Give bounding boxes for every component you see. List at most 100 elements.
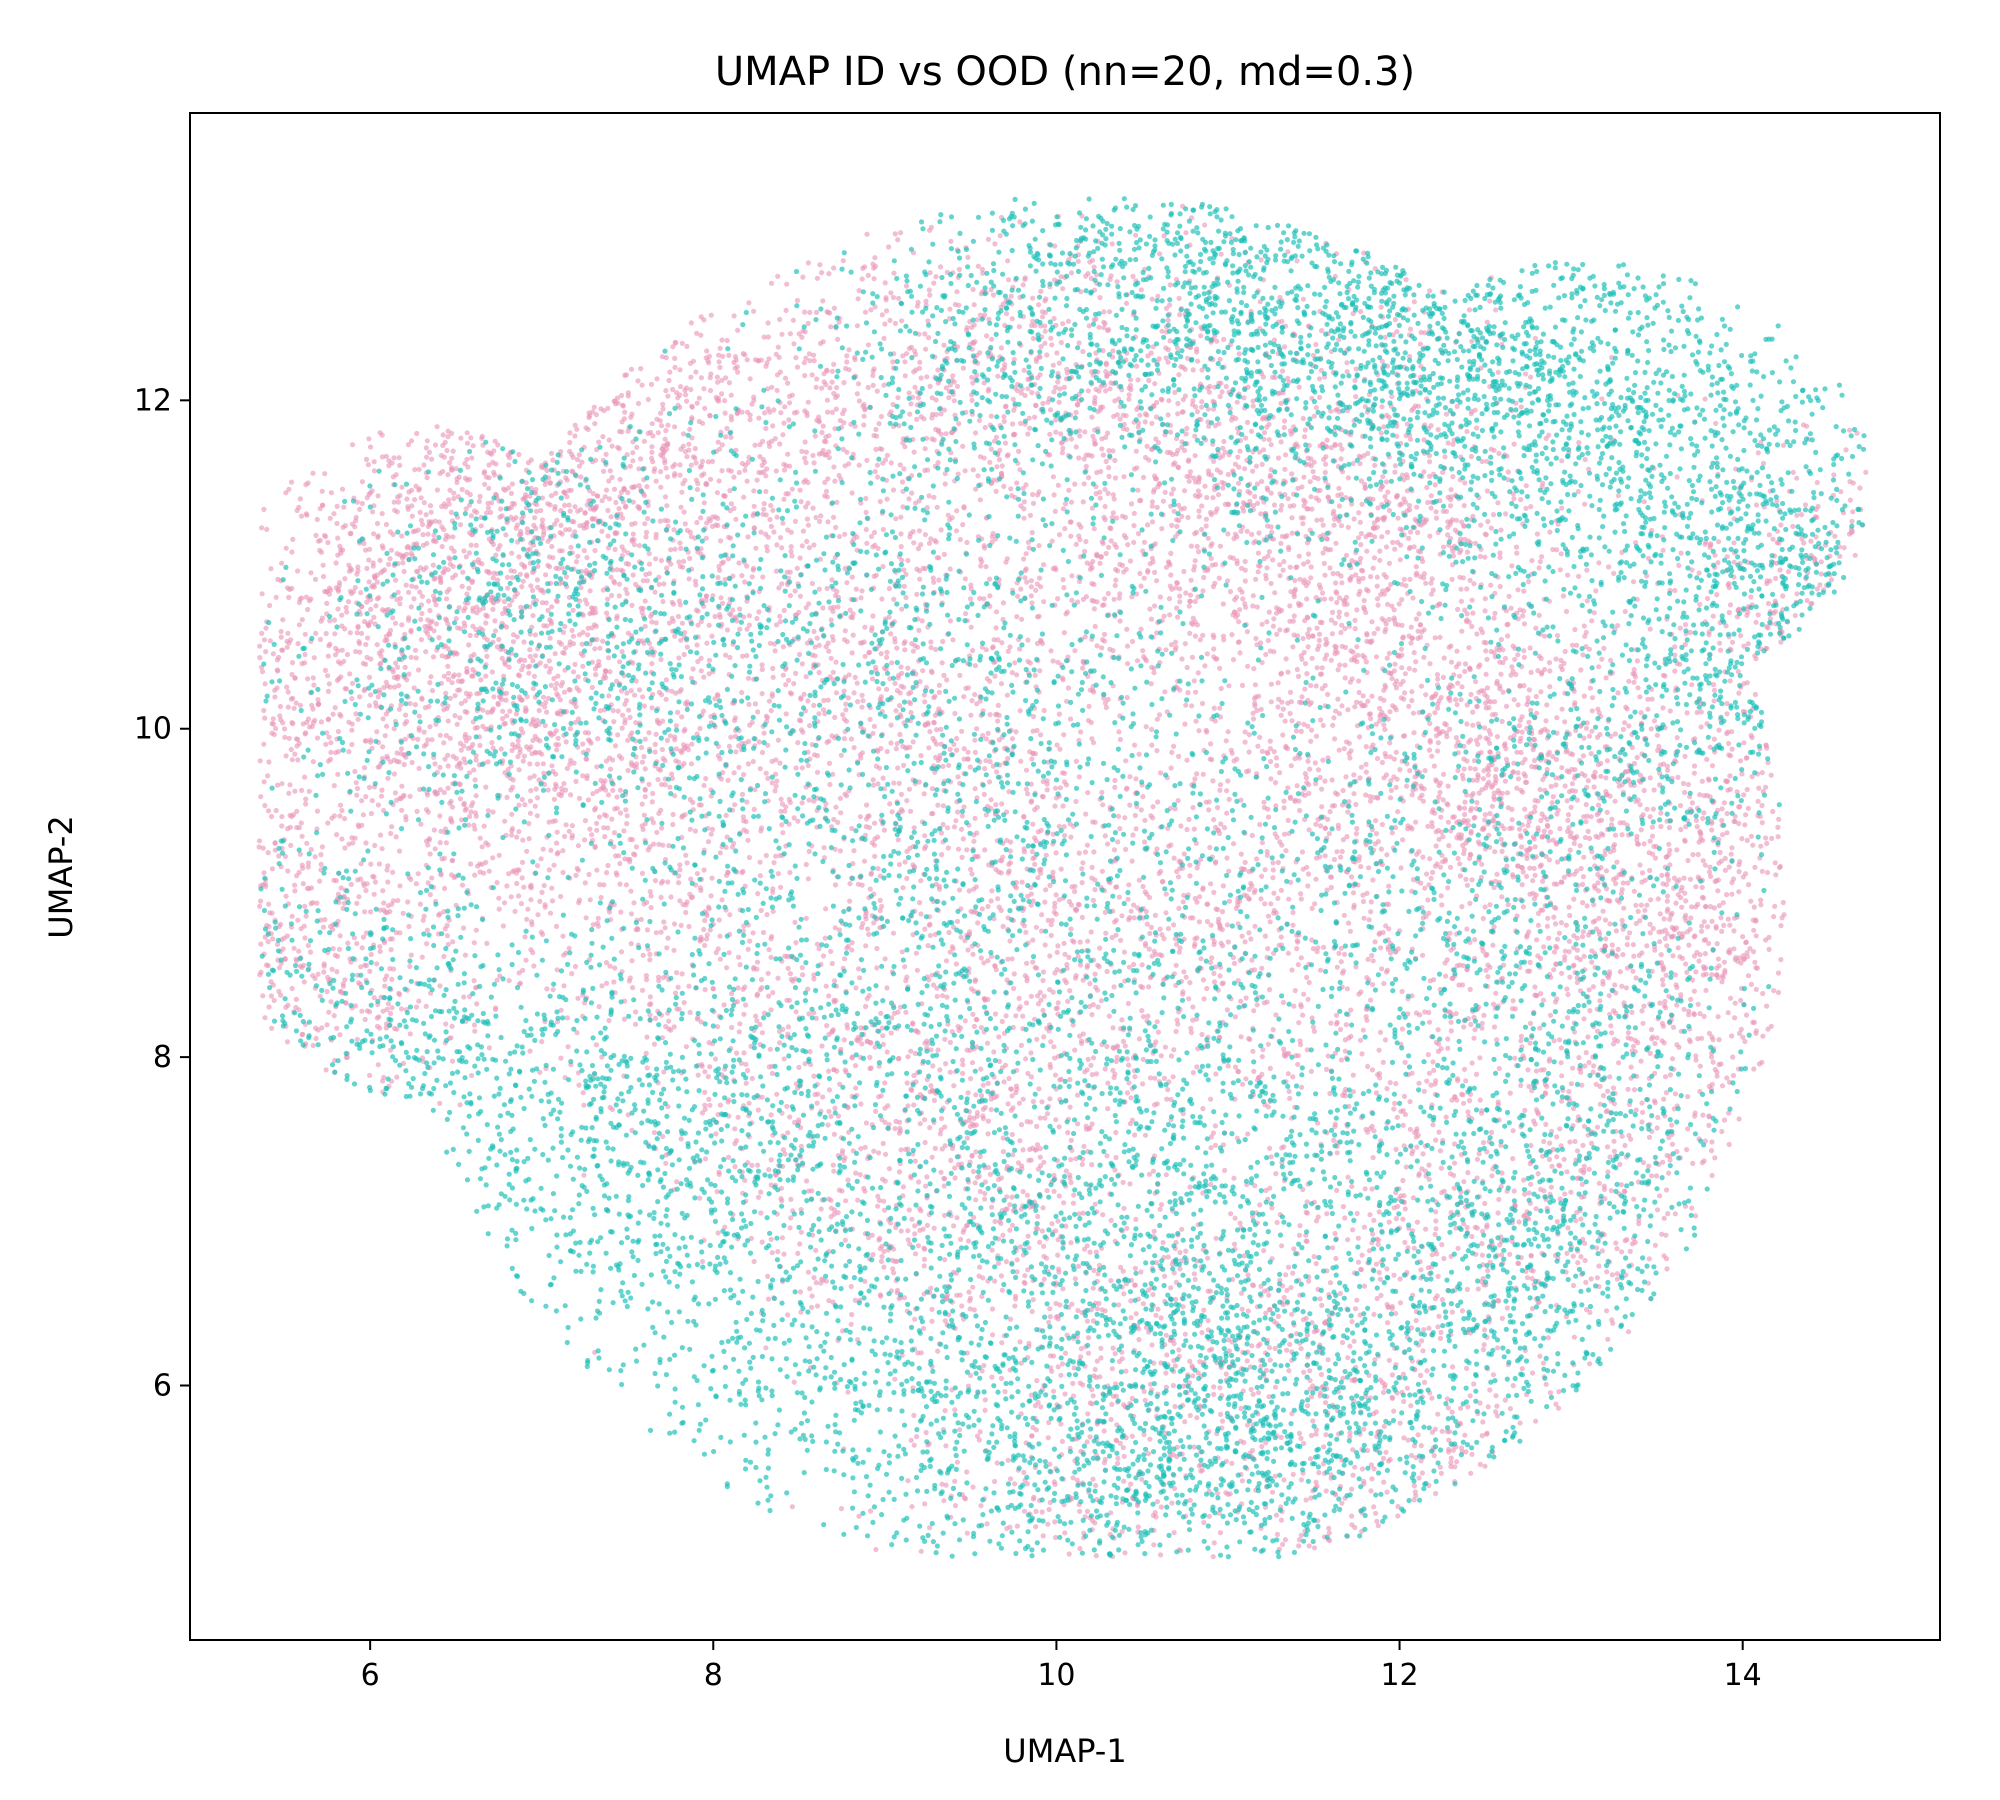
scatter-point: [694, 642, 700, 648]
scatter-point: [1210, 495, 1216, 501]
scatter-point: [596, 439, 602, 445]
scatter-point: [467, 632, 473, 639]
scatter-point: [1361, 1426, 1367, 1432]
scatter-point: [794, 409, 800, 415]
scatter-point: [1375, 516, 1381, 522]
scatter-point: [548, 682, 554, 688]
scatter-point: [897, 462, 903, 468]
scatter-point: [1363, 1014, 1369, 1020]
scatter-point: [879, 596, 885, 602]
scatter-point: [1492, 849, 1498, 855]
scatter-point: [1393, 749, 1399, 755]
scatter-point: [1351, 1338, 1357, 1344]
scatter-point: [342, 576, 348, 582]
scatter-point: [802, 309, 808, 315]
scatter-point: [1727, 922, 1733, 928]
scatter-point: [657, 518, 664, 524]
scatter-point: [922, 532, 929, 538]
scatter-point: [646, 781, 652, 788]
scatter-point: [1571, 840, 1577, 847]
scatter-point: [1377, 1029, 1384, 1035]
scatter-point: [1125, 661, 1131, 667]
scatter-point: [1175, 798, 1181, 804]
scatter-point: [660, 1133, 666, 1140]
scatter-point: [1537, 559, 1543, 565]
scatter-point: [652, 878, 659, 884]
scatter-point: [594, 827, 600, 833]
scatter-point: [576, 795, 583, 801]
scatter-point: [1289, 471, 1295, 477]
scatter-point: [913, 950, 920, 956]
scatter-point: [268, 566, 274, 572]
scatter-point: [917, 679, 923, 685]
scatter-point: [937, 1067, 943, 1073]
scatter-point: [1144, 921, 1150, 927]
scatter-point: [569, 468, 575, 474]
scatter-point: [1493, 1393, 1499, 1399]
scatter-point: [494, 977, 500, 983]
scatter-point: [1366, 865, 1372, 871]
scatter-point: [1505, 902, 1511, 908]
scatter-point: [1371, 520, 1377, 526]
scatter-point: [560, 848, 566, 854]
scatter-point: [1341, 951, 1348, 957]
scatter-point: [813, 1280, 819, 1286]
scatter-point: [939, 660, 945, 666]
scatter-point: [898, 544, 904, 550]
scatter-point: [404, 496, 410, 502]
scatter-point: [1194, 865, 1200, 871]
scatter-point: [461, 548, 467, 554]
scatter-point: [624, 821, 630, 827]
scatter-point: [1702, 541, 1708, 547]
scatter-point: [1190, 1017, 1196, 1023]
scatter-point: [1236, 351, 1242, 357]
scatter-point: [1270, 867, 1276, 873]
scatter-point: [1197, 1359, 1203, 1365]
scatter-point: [1557, 826, 1563, 832]
scatter-point: [1237, 607, 1243, 613]
scatter-point: [302, 903, 308, 909]
scatter-point: [882, 1080, 888, 1086]
scatter-point: [694, 400, 700, 406]
scatter-point: [1300, 1012, 1306, 1018]
scatter-point: [601, 825, 607, 831]
scatter-point: [1347, 755, 1353, 761]
scatter-point: [1141, 575, 1147, 581]
scatter-point: [1289, 718, 1295, 724]
scatter-point: [1096, 324, 1102, 330]
scatter-point: [714, 374, 721, 380]
scatter-point: [1344, 834, 1350, 840]
scatter-point: [261, 741, 267, 747]
scatter-point: [987, 576, 993, 582]
scatter-point: [412, 647, 419, 653]
scatter-point: [1652, 1040, 1658, 1047]
scatter-point: [901, 762, 907, 769]
scatter-point: [927, 292, 933, 298]
scatter-point: [1336, 747, 1342, 753]
scatter-point: [1518, 1082, 1524, 1089]
scatter-point: [823, 983, 829, 989]
scatter-point: [1089, 736, 1095, 742]
scatter-point: [1115, 813, 1122, 819]
scatter-point: [1085, 1411, 1091, 1417]
scatter-point: [847, 898, 853, 904]
scatter-point: [526, 836, 532, 842]
scatter-point: [466, 642, 472, 648]
scatter-point: [914, 416, 920, 422]
scatter-point: [947, 1039, 954, 1045]
scatter-point: [686, 441, 692, 447]
scatter-point: [396, 706, 402, 712]
scatter-point: [334, 969, 340, 975]
scatter-point: [1580, 652, 1586, 658]
scatter-point: [1857, 485, 1863, 491]
scatter-point: [1319, 804, 1325, 810]
scatter-point: [820, 605, 826, 611]
scatter-point: [874, 388, 880, 394]
scatter-point: [1068, 1137, 1074, 1143]
scatter-point: [1553, 656, 1559, 662]
scatter-point: [1745, 805, 1751, 812]
scatter-point: [348, 881, 354, 888]
scatter-point: [376, 861, 382, 867]
scatter-point: [1674, 984, 1680, 991]
scatter-point: [1023, 929, 1029, 935]
